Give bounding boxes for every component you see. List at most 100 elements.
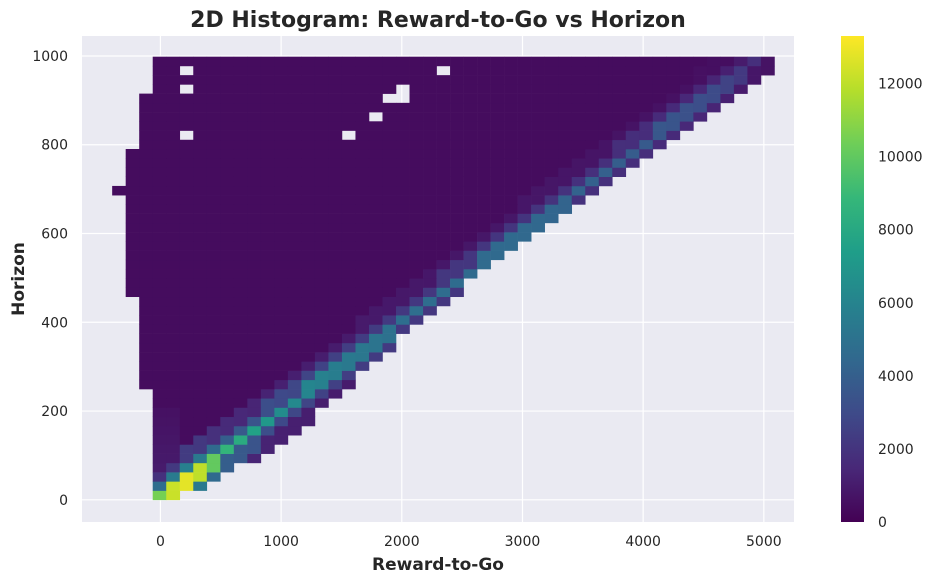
histogram-cell: [463, 167, 478, 177]
histogram-cell: [612, 139, 627, 150]
histogram-cell: [396, 278, 410, 288]
histogram-cell: [274, 352, 289, 362]
histogram-cell: [328, 361, 343, 371]
histogram-cell: [450, 269, 464, 279]
histogram-cells: [112, 56, 775, 501]
histogram-cell: [544, 121, 559, 131]
x-tick-label: 1000: [263, 534, 299, 550]
histogram-cell: [233, 185, 248, 196]
histogram-cell: [409, 195, 424, 205]
histogram-cell: [247, 232, 262, 242]
histogram-cell: [152, 435, 167, 445]
histogram-cell: [287, 315, 302, 325]
histogram-cell: [193, 333, 208, 344]
histogram-cell: [274, 158, 289, 168]
histogram-cell: [490, 158, 505, 168]
histogram-cell: [450, 204, 464, 214]
histogram-cell: [220, 305, 235, 316]
histogram-cell: [355, 342, 370, 353]
histogram-cell: [368, 139, 383, 150]
histogram-cell: [747, 65, 762, 76]
histogram-cell: [206, 472, 221, 482]
histogram-cell: [679, 75, 694, 85]
histogram-cell: [531, 195, 545, 205]
histogram-cell: [179, 389, 194, 399]
histogram-cell: [382, 102, 397, 113]
histogram-cell: [341, 305, 356, 316]
histogram-cell: [558, 149, 573, 159]
histogram-cell: [152, 315, 167, 325]
histogram-cell: [558, 65, 573, 76]
histogram-cell: [260, 425, 275, 436]
histogram-cell: [193, 259, 208, 270]
histogram-cell: [152, 204, 167, 214]
histogram-cell: [179, 296, 194, 307]
colorbar: [841, 36, 864, 522]
histogram-cell: [490, 213, 505, 224]
histogram-cell: [558, 195, 573, 205]
histogram-cell: [436, 130, 451, 141]
histogram-cell: [436, 176, 451, 187]
histogram-cell: [166, 112, 181, 122]
histogram-cell: [247, 370, 262, 381]
histogram-cell: [355, 250, 370, 261]
histogram-cell: [733, 84, 748, 94]
histogram-cell: [206, 407, 221, 418]
histogram-cell: [341, 287, 356, 298]
histogram-cell: [233, 296, 248, 307]
histogram-cell: [504, 102, 518, 113]
histogram-cell: [477, 195, 491, 205]
histogram-cell: [166, 139, 181, 150]
histogram-cell: [706, 102, 721, 113]
histogram-cell: [477, 250, 491, 261]
histogram-cell: [301, 305, 316, 316]
histogram-cell: [666, 65, 681, 76]
histogram-cell: [247, 65, 262, 76]
colorbar-tick-label: 4000: [878, 369, 914, 385]
histogram-cell: [247, 296, 262, 307]
histogram-cell: [260, 287, 275, 298]
histogram-cell: [233, 361, 248, 371]
histogram-cell: [355, 296, 370, 307]
histogram-cell: [382, 213, 397, 224]
histogram-cell: [260, 416, 275, 427]
histogram-cell: [274, 65, 289, 76]
histogram-cell: [450, 250, 464, 261]
histogram-cell: [166, 204, 181, 214]
histogram-cell: [220, 232, 235, 242]
histogram-cell: [314, 121, 329, 131]
histogram-cell: [152, 195, 167, 205]
histogram-cell: [450, 213, 464, 224]
histogram-cell: [193, 112, 208, 122]
histogram-cell: [409, 204, 424, 214]
histogram-cell: [409, 158, 424, 168]
histogram-cell: [314, 167, 329, 177]
histogram-cell: [382, 278, 397, 288]
histogram-cell: [206, 444, 221, 454]
histogram-cell: [368, 342, 383, 353]
histogram-cell: [436, 102, 451, 113]
histogram-cell: [558, 139, 573, 150]
histogram-cell: [152, 278, 167, 288]
histogram-cell: [341, 342, 356, 353]
histogram-cell: [206, 232, 221, 242]
histogram-cell: [260, 250, 275, 261]
histogram-cell: [247, 185, 262, 196]
histogram-cell: [544, 84, 559, 94]
histogram-cell: [314, 296, 329, 307]
histogram-cell: [220, 56, 235, 67]
histogram-cell: [193, 407, 208, 418]
histogram-cell: [152, 379, 167, 390]
histogram-cell: [260, 305, 275, 316]
histogram-cell: [166, 167, 181, 177]
histogram-cell: [287, 361, 302, 371]
histogram-cell: [179, 250, 194, 261]
histogram-cell: [531, 130, 545, 141]
histogram-cell: [355, 195, 370, 205]
histogram-cell: [585, 158, 600, 168]
histogram-cell: [233, 370, 248, 381]
histogram-cell: [260, 176, 275, 187]
histogram-cell: [260, 342, 275, 353]
histogram-cell: [179, 370, 194, 381]
colorbar-tick-label: 0: [878, 515, 887, 531]
